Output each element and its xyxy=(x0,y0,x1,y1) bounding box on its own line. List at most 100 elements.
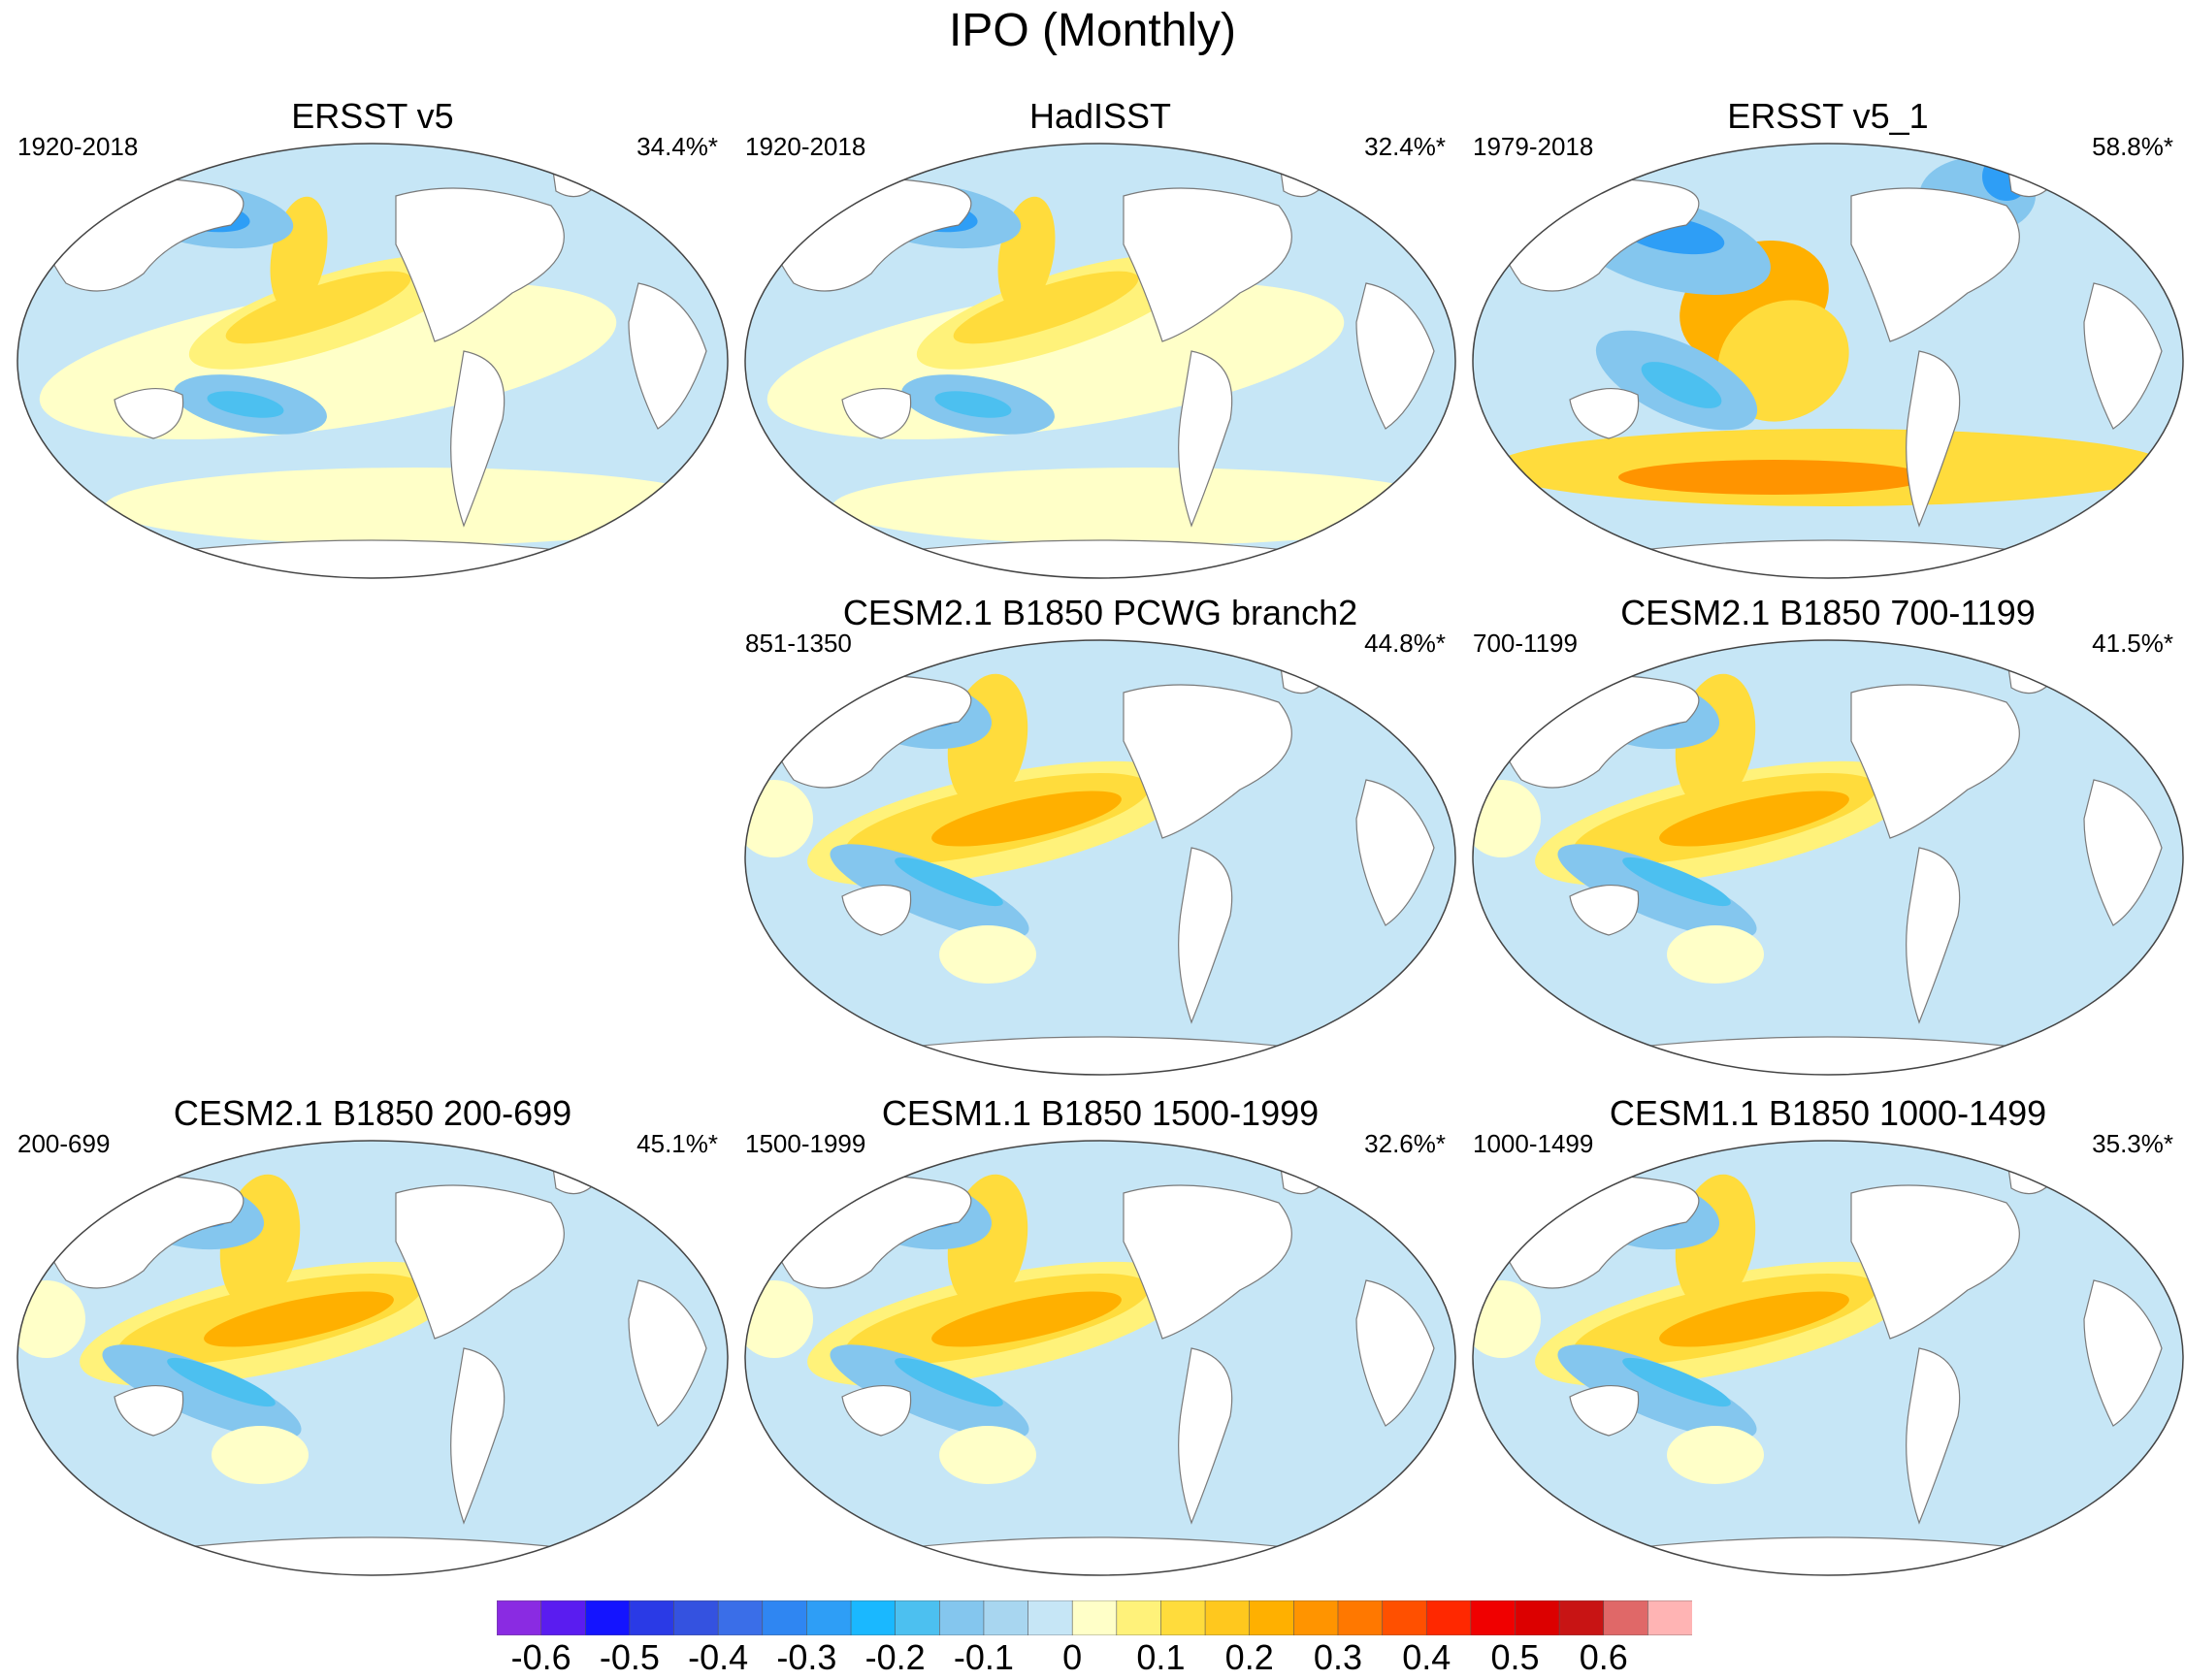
sst-regression-map xyxy=(744,1140,1456,1576)
north-america-landmass xyxy=(1850,684,2020,839)
colorbar-swatch xyxy=(497,1600,542,1635)
map-panel-cesm2-200-699: CESM2.1 B1850 200-699 200-699 45.1%* xyxy=(8,1094,737,1579)
period-label: 1920-2018 xyxy=(17,132,139,161)
colorbar-tick-label: -0.5 xyxy=(599,1637,660,1677)
south-pacific-cold xyxy=(830,844,1029,939)
tropical-pacific-warm-core xyxy=(225,271,411,344)
australia-landmass xyxy=(1569,884,1640,936)
map-panel-cesm2-pcwg-branch2: CESM2.1 B1850 PCWG branch2 851-1350 44.8… xyxy=(735,594,1465,1079)
map-boundary xyxy=(744,143,1456,579)
colorbar-swatch xyxy=(895,1600,941,1635)
panel-title: ERSST v5_1 xyxy=(1727,96,1929,136)
colorbar-swatch xyxy=(1293,1600,1339,1635)
colorbar-swatch xyxy=(1116,1600,1162,1635)
africa-landmass xyxy=(1355,282,1435,430)
south-pacific-cold-core xyxy=(167,1357,276,1407)
colorbar-tick-label: -0.4 xyxy=(688,1637,749,1677)
south-pacific-cold-core xyxy=(934,391,1012,418)
sst-regression-map xyxy=(744,639,1456,1076)
south-pacific-cold-core xyxy=(895,1357,1003,1407)
colorbar-swatch xyxy=(1558,1600,1605,1635)
colorbar-swatch xyxy=(1603,1600,1649,1635)
australia-landmass xyxy=(841,387,912,439)
colorbar-swatch xyxy=(717,1600,764,1635)
north-america-landmass xyxy=(1850,187,2020,342)
map-boundary xyxy=(744,1140,1456,1576)
southern-ocean-deep xyxy=(1618,460,1929,495)
south-pacific-cold xyxy=(1557,844,1757,939)
map-panel-cesm1-1000-1499: CESM1.1 B1850 1000-1499 1000-1499 35.3%* xyxy=(1463,1094,2185,1579)
colorbar-swatch xyxy=(540,1600,587,1635)
map-panel-hadisst: HadISST 1920-2018 32.4%* xyxy=(735,97,1465,582)
period-label: 851-1350 xyxy=(745,629,852,658)
colorbar-tick-label: 0 xyxy=(1062,1637,1083,1677)
map-boundary xyxy=(16,1140,729,1576)
variance-label: 35.3%* xyxy=(2092,1129,2173,1158)
map-boundary xyxy=(16,143,729,579)
southern-yellow xyxy=(832,468,1453,545)
colorbar-tick-label: -0.2 xyxy=(864,1637,926,1677)
colorbar-tick-label: 0.4 xyxy=(1402,1637,1451,1677)
sst-regression-map xyxy=(744,143,1456,579)
sst-regression-map xyxy=(1472,143,2184,579)
figure-title: IPO (Monthly) xyxy=(948,5,1237,56)
south-america-landmass xyxy=(1178,1347,1233,1525)
australia-landmass xyxy=(114,1384,184,1437)
colorbar-tick-label: 0.2 xyxy=(1224,1637,1274,1677)
africa-landmass xyxy=(628,1279,707,1427)
panel-title: CESM2.1 B1850 200-699 xyxy=(173,1093,572,1133)
map-panel-cesm1-1500-1999: CESM1.1 B1850 1500-1999 1500-1999 32.6%* xyxy=(735,1094,1465,1579)
south-pacific-cold-core xyxy=(1622,1357,1731,1407)
period-label: 1920-2018 xyxy=(745,132,866,161)
north-america-landmass xyxy=(1850,1184,2020,1340)
north-america-landmass xyxy=(1123,684,1292,839)
tropical-pacific-warm-core xyxy=(1659,791,1849,847)
colorbar-swatch xyxy=(1382,1600,1428,1635)
colorbar-tick-label: -0.1 xyxy=(953,1637,1014,1677)
panel-title: CESM1.1 B1850 1000-1499 xyxy=(1609,1093,2047,1133)
panel-title: CESM2.1 B1850 PCWG branch2 xyxy=(842,593,1358,632)
sst-regression-map xyxy=(1472,1140,2184,1576)
tropical-pacific-warm-core xyxy=(931,1291,1122,1347)
south-america-landmass xyxy=(450,1347,505,1525)
period-label: 1000-1499 xyxy=(1473,1129,1594,1158)
colorbar-swatch xyxy=(1337,1600,1384,1635)
map-panel-ersst-v5-1: ERSST v5_1 1979-2018 58.8%* xyxy=(1463,97,2185,582)
colorbar-swatch xyxy=(1249,1600,1295,1635)
panel-title: CESM2.1 B1850 700-1199 xyxy=(1620,593,2036,632)
map-panel-ersst-v5: ERSST v5 1920-2018 34.4%* xyxy=(8,97,737,582)
south-america-landmass xyxy=(1906,1347,1961,1525)
tropical-pacific-warm-core xyxy=(931,791,1122,847)
panel-title: CESM1.1 B1850 1500-1999 xyxy=(881,1093,1320,1133)
tropical-pacific-warm-core xyxy=(953,271,1139,344)
colorbar-tick-label: 0.5 xyxy=(1490,1637,1540,1677)
southern-yellow xyxy=(939,925,1036,984)
indian-ocean-yellow xyxy=(745,1280,813,1358)
southern-yellow xyxy=(1667,1426,1764,1484)
colorbar-swatch xyxy=(1204,1600,1251,1635)
southern-yellow xyxy=(939,1426,1036,1484)
period-label: 700-1199 xyxy=(1473,629,1578,658)
sst-regression-map xyxy=(16,1140,729,1576)
variance-label: 58.8%* xyxy=(2092,132,2173,161)
south-america-landmass xyxy=(1906,847,1961,1024)
colorbar-swatch xyxy=(938,1600,985,1635)
australia-landmass xyxy=(1569,387,1640,439)
colorbar-tick-label: -0.3 xyxy=(776,1637,837,1677)
colorbar-swatch xyxy=(850,1600,897,1635)
period-label: 1500-1999 xyxy=(745,1129,866,1158)
africa-landmass xyxy=(2083,282,2163,430)
colorbar-swatch xyxy=(629,1600,675,1635)
australia-landmass xyxy=(1569,1384,1640,1437)
colorbar-swatch xyxy=(983,1600,1029,1635)
tropical-pacific-warm-core xyxy=(1659,1291,1849,1347)
map-boundary xyxy=(1472,1140,2184,1576)
indian-ocean-yellow xyxy=(1473,1280,1541,1358)
north-america-landmass xyxy=(1123,187,1292,342)
south-pacific-cold-core xyxy=(1622,856,1731,907)
australia-landmass xyxy=(841,884,912,936)
southern-yellow xyxy=(105,468,726,545)
colorbar-swatch xyxy=(1071,1600,1118,1635)
colorbar-swatch xyxy=(1647,1600,1692,1635)
colorbar-swatch xyxy=(673,1600,719,1635)
